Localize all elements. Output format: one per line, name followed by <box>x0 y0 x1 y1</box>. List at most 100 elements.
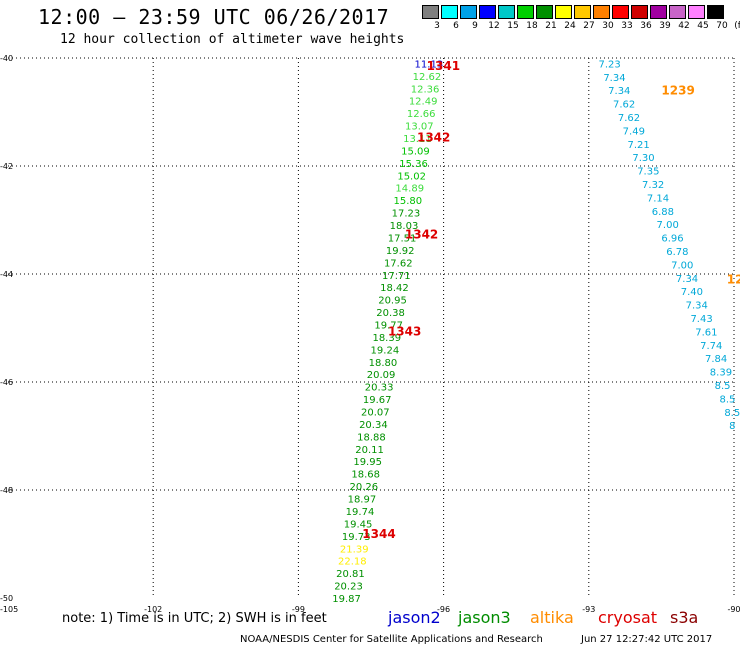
pass-time-label: 1239 <box>661 83 694 97</box>
wave-height-value: 19.73 <box>342 532 371 543</box>
color-swatch <box>536 5 553 19</box>
color-swatch <box>498 5 515 19</box>
color-swatch <box>669 5 686 19</box>
timestamp-text: Jun 27 12:27:42 UTC 2017 <box>581 634 713 645</box>
wave-height-value: 7.00 <box>671 260 693 271</box>
wave-height-value: 19.67 <box>363 395 392 406</box>
wave-height-value: 13.11 <box>403 134 432 145</box>
wave-height-value: 18.80 <box>369 358 398 369</box>
color-scale-label: 33 <box>621 21 633 31</box>
wave-height-value: 18.97 <box>348 495 377 506</box>
color-scale-label: 18 <box>526 21 538 31</box>
wave-height-value: 20.38 <box>376 308 405 319</box>
wave-height-value: 12.36 <box>411 84 440 95</box>
wave-height-value: 19.95 <box>353 457 382 468</box>
wave-height-value: 15.36 <box>399 159 428 170</box>
wave-height-value: 8.39 <box>710 368 732 379</box>
color-scale-label: 27 <box>583 21 595 31</box>
color-scale-label: 36 <box>640 21 652 31</box>
wave-height-value: 18.88 <box>357 432 386 443</box>
wave-height-value: 8.5 <box>719 394 735 405</box>
color-scale-label: 6 <box>453 21 459 31</box>
wave-height-value: 20.26 <box>350 482 379 493</box>
wave-height-value: 7.35 <box>637 167 659 178</box>
wave-height-value: 7.34 <box>686 301 708 312</box>
color-scale-label: 42 <box>678 21 690 31</box>
page-subtitle: 12 hour collection of altimeter wave hei… <box>60 32 405 47</box>
color-scale-label: 45 <box>697 21 709 31</box>
color-scale-label: 12 <box>488 21 500 31</box>
color-swatch <box>593 5 610 19</box>
color-swatch <box>574 5 591 19</box>
color-swatch <box>650 5 667 19</box>
wave-height-value: 15.09 <box>401 146 430 157</box>
wave-height-value: 20.07 <box>361 408 390 419</box>
legend-item-jason3: jason3 <box>458 608 511 627</box>
wave-height-value: 7.32 <box>642 180 664 191</box>
wave-height-value: 7.14 <box>647 193 669 204</box>
wave-height-value: 7.74 <box>700 341 722 352</box>
wave-height-value: 12.66 <box>407 109 436 120</box>
wave-height-value: 18.39 <box>372 333 401 344</box>
wave-height-value: 15.02 <box>397 171 426 182</box>
y-tick-label: -44 <box>0 270 13 279</box>
wave-height-value: 19.24 <box>371 345 400 356</box>
wave-height-value: 20.34 <box>359 420 388 431</box>
pass-time-label: 1342 <box>405 228 438 242</box>
wave-height-value: 18.68 <box>351 470 380 481</box>
legend-item-cryosat: cryosat <box>598 608 658 627</box>
wave-height-value: 18.42 <box>380 283 409 294</box>
wave-height-value: 7.84 <box>705 354 727 365</box>
color-swatch <box>441 5 458 19</box>
y-tick-label: -46 <box>0 378 13 387</box>
wave-height-value: 20.23 <box>334 582 363 593</box>
credit-text: NOAA/NESDIS Center for Satellite Applica… <box>240 634 543 645</box>
wave-height-value: 6.96 <box>661 234 683 245</box>
wave-height-value: 17.62 <box>384 258 413 269</box>
color-swatch <box>517 5 534 19</box>
x-tick-label: -105 <box>0 605 18 614</box>
color-scale-label: 9 <box>472 21 478 31</box>
y-tick-label: -48 <box>0 486 13 495</box>
wave-height-value: 8.5 <box>715 381 731 392</box>
color-scale-label: 3 <box>434 21 440 31</box>
wave-height-value: 7.00 <box>657 220 679 231</box>
wave-height-value: 7.21 <box>628 140 650 151</box>
wave-height-value: 12.62 <box>413 72 442 83</box>
x-tick-label: -90 <box>727 605 740 614</box>
color-scale-label: 15 <box>507 21 519 31</box>
color-swatch <box>479 5 496 19</box>
color-swatch <box>631 5 648 19</box>
wave-height-value: 7.23 <box>598 59 620 70</box>
legend-item-altika: altika <box>530 608 574 627</box>
color-scale-label: (ft) <box>734 21 740 31</box>
wave-height-value: 11.13 <box>415 59 444 70</box>
pass-time-label: 1344 <box>362 527 395 541</box>
wave-height-value: 7.34 <box>608 86 630 97</box>
color-swatch <box>460 5 477 19</box>
pass-time-label: 12 <box>727 272 740 286</box>
color-swatch <box>707 5 724 19</box>
wave-height-value: 7.40 <box>681 287 703 298</box>
wave-height-value: 17.23 <box>392 209 421 220</box>
legend-item-jason2: jason2 <box>388 608 441 627</box>
wave-height-value: 7.62 <box>613 100 635 111</box>
wave-height-value: 12.49 <box>409 97 438 108</box>
wave-height-value: 20.11 <box>355 445 384 456</box>
color-scale-label: 21 <box>545 21 557 31</box>
color-swatch <box>612 5 629 19</box>
color-scale-label: 39 <box>659 21 671 31</box>
legend-item-s3a: s3a <box>670 608 699 627</box>
x-tick-label: -93 <box>582 605 595 614</box>
footer-note: note: 1) Time is in UTC; 2) SWH is in fe… <box>62 611 327 626</box>
wave-height-value: 7.30 <box>632 153 654 164</box>
wave-height-value: 6.88 <box>652 207 674 218</box>
wave-height-value: 20.81 <box>336 569 365 580</box>
wave-height-value: 18.03 <box>390 221 419 232</box>
wave-height-value: 20.33 <box>365 383 394 394</box>
wave-height-value: 19.77 <box>374 320 403 331</box>
wave-height-value: 7.34 <box>603 73 625 84</box>
wave-height-value: 19.87 <box>332 594 361 605</box>
